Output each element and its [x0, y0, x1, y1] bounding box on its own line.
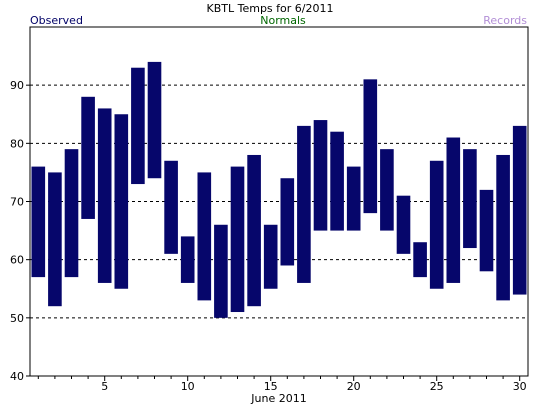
x-tick-label-15: 15 — [264, 380, 278, 393]
observed-bar-day-12 — [214, 224, 228, 318]
x-axis: 5 10 15 20 25 30 — [37, 376, 527, 393]
observed-bar-day-1 — [31, 166, 46, 278]
observed-bar-day-3 — [64, 149, 79, 278]
y-tick-label-70: 70 — [10, 196, 24, 209]
observed-bar-day-5 — [97, 108, 112, 283]
observed-bar-day-30 — [512, 125, 527, 295]
observed-bar-day-20 — [346, 166, 361, 231]
observed-bar-day-19 — [330, 131, 344, 231]
observed-bar-day-7 — [131, 67, 145, 185]
x-tick-label-20: 20 — [347, 380, 361, 393]
observed-bar-day-15 — [263, 224, 278, 289]
legend-observed: Observed — [30, 14, 83, 27]
observed-bar-day-17 — [297, 125, 311, 283]
y-tick-label-50: 50 — [10, 312, 24, 325]
observed-bar-day-13 — [230, 166, 245, 313]
observed-bar-day-28 — [479, 189, 494, 272]
y-tick-label-80: 80 — [10, 137, 24, 150]
y-tick-label-90: 90 — [10, 79, 24, 92]
x-tick-label-10: 10 — [181, 380, 195, 393]
observed-bar-day-10 — [180, 236, 195, 283]
observed-bar-day-9 — [164, 160, 178, 254]
legend-normals: Normals — [260, 14, 306, 27]
y-tick-label-60: 60 — [10, 254, 24, 267]
observed-bar-day-25 — [429, 160, 444, 289]
observed-bar-day-18 — [313, 120, 328, 231]
legend-records: Records — [483, 14, 527, 27]
observed-bar-day-27 — [463, 149, 477, 249]
observed-bar-day-14 — [247, 154, 261, 307]
observed-bar-day-23 — [396, 195, 411, 254]
observed-bar-day-26 — [446, 137, 461, 283]
observed-bar-day-6 — [114, 114, 129, 289]
x-axis-label: June 2011 — [250, 392, 306, 405]
observed-bars — [31, 61, 527, 318]
y-axis: 40 50 60 70 80 90 — [10, 79, 30, 383]
observed-bar-day-16 — [280, 178, 295, 266]
x-tick-label-30: 30 — [513, 380, 527, 393]
observed-bar-day-21 — [363, 79, 378, 214]
observed-bar-day-8 — [147, 61, 162, 179]
observed-bar-day-4 — [81, 96, 95, 219]
x-tick-label-5: 5 — [101, 380, 108, 393]
observed-bar-day-2 — [48, 172, 62, 307]
y-tick-label-40: 40 — [10, 370, 24, 383]
observed-bar-day-24 — [413, 242, 427, 278]
observed-bar-day-29 — [496, 154, 510, 301]
chart-title: KBTL Temps for 6/2011 — [207, 2, 334, 15]
grid-lines — [30, 84, 528, 319]
x-tick-label-25: 25 — [430, 380, 444, 393]
observed-bar-day-22 — [380, 149, 394, 231]
observed-bar-day-11 — [197, 172, 212, 301]
